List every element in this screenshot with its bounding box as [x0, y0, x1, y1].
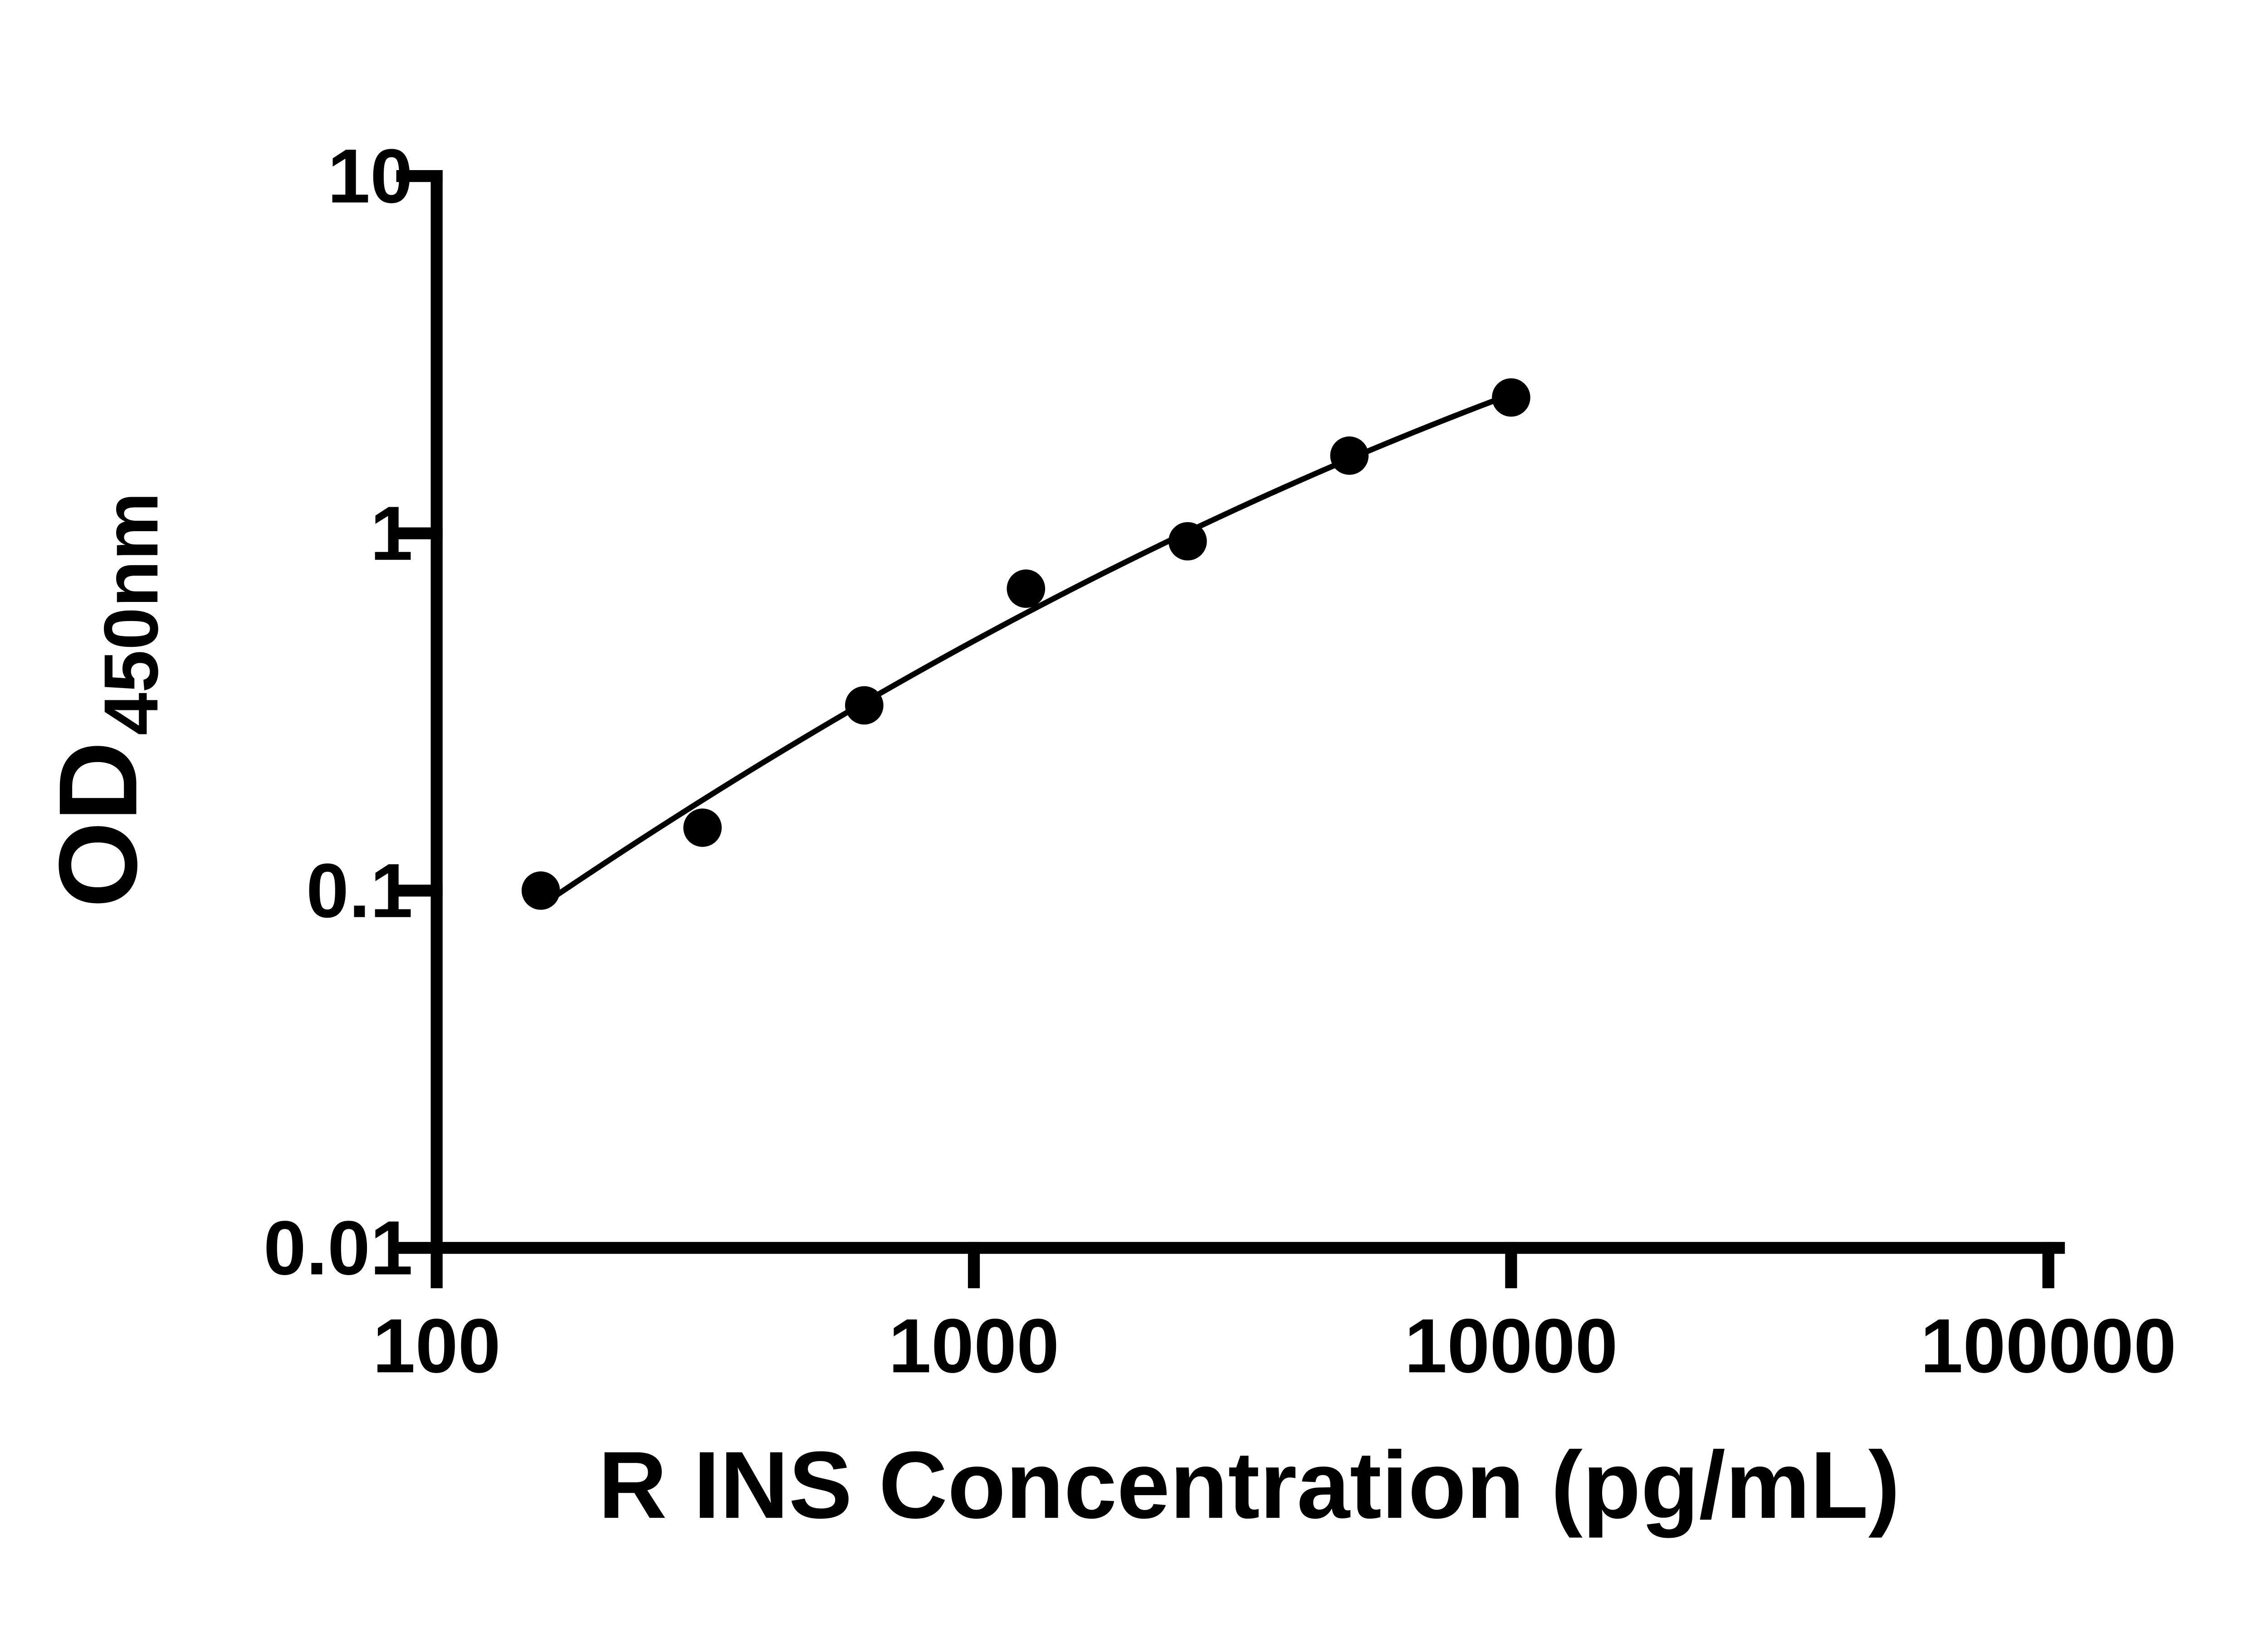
y-tick-label: 1: [370, 490, 413, 576]
x-tick-label: 100000: [1920, 1303, 2176, 1389]
data-point: [845, 686, 884, 725]
y-axis-title-main: OD: [35, 741, 160, 908]
data-point: [683, 808, 722, 847]
y-axis-title: OD 450nm: [35, 492, 174, 908]
y-tick-label: 10: [327, 133, 413, 219]
y-axis-title-subscript: 450nm: [88, 492, 174, 735]
y-tick-label: 0.1: [306, 848, 413, 934]
data-point: [521, 871, 560, 910]
data-point: [1330, 436, 1369, 475]
x-tick-label: 100: [373, 1303, 501, 1389]
x-axis-title: R INS Concentration (pg/mL): [598, 1432, 1900, 1538]
y-tick-label: 0.01: [264, 1205, 413, 1291]
x-tick-label: 10000: [1404, 1303, 1618, 1389]
data-point: [1168, 522, 1207, 561]
axes: 100 1000 10000 100000 0.01 0.1 1 10: [264, 133, 2176, 1389]
series-r-ins: [521, 378, 1530, 910]
data-point: [1492, 378, 1530, 417]
data-point: [1007, 569, 1046, 608]
x-tick-label: 1000: [889, 1303, 1059, 1389]
